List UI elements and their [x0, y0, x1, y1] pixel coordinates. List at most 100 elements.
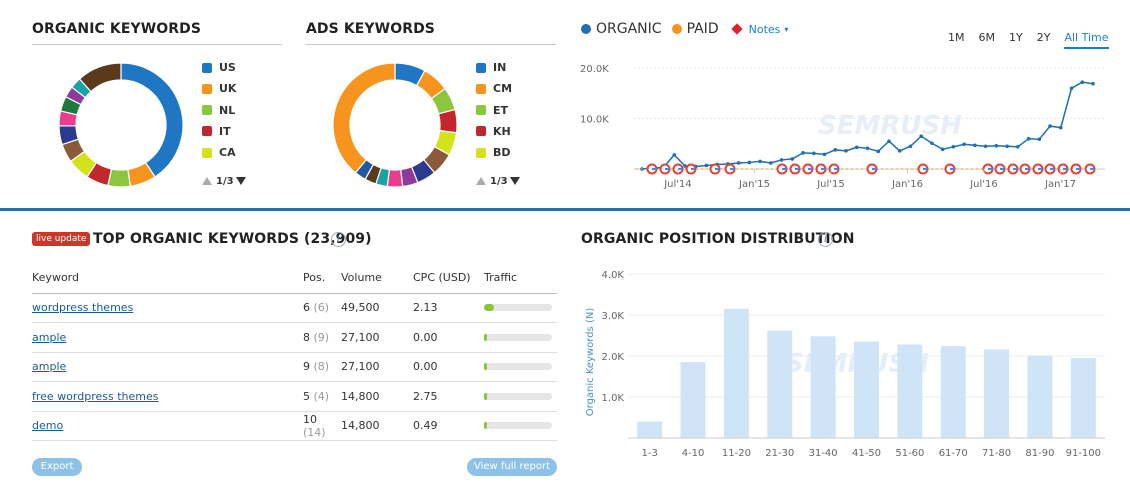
bar-31-40[interactable] [810, 336, 836, 438]
google-update-icon[interactable] [1070, 163, 1082, 175]
pager-up-icon[interactable] [476, 177, 486, 185]
col-pos[interactable]: Pos. [303, 263, 341, 294]
google-update-icon[interactable] [789, 163, 801, 175]
google-update-icon[interactable] [1032, 163, 1044, 175]
bar-71-80[interactable] [984, 349, 1010, 438]
watermark-logo: SEMRUSH [818, 111, 962, 141]
time-range-tabs: 1M 6M 1Y 2Y All Time [934, 26, 1109, 49]
bar-41-50[interactable] [854, 341, 879, 438]
bar-4-10[interactable] [680, 362, 706, 438]
legend-item-ca[interactable]: CA [202, 146, 236, 159]
view-full-report-button[interactable]: View full report [467, 458, 557, 476]
y-tick-label: 10.0K [580, 115, 609, 126]
bar-51-60[interactable] [897, 344, 923, 438]
google-update-icon[interactable] [828, 163, 840, 175]
google-update-icon[interactable] [776, 163, 788, 175]
pos-value: 10 [303, 412, 317, 426]
google-update-icon[interactable] [802, 163, 814, 175]
tab-6m[interactable]: 6M [978, 31, 996, 44]
keyword-link[interactable]: free wordpress themes [32, 389, 159, 403]
col-cpc[interactable]: CPC (USD) [413, 263, 484, 294]
col-keyword[interactable]: Keyword [32, 263, 303, 294]
col-volume[interactable]: Volume [341, 263, 413, 294]
google-update-icon[interactable] [1044, 163, 1056, 175]
prev-pos-value: (6) [313, 301, 330, 315]
legend-item-us[interactable]: US [202, 61, 236, 74]
google-update-icon[interactable] [646, 163, 658, 175]
organic-keywords-donut[interactable] [52, 56, 190, 194]
paid-legend-label[interactable]: PAID [686, 21, 719, 37]
tab-all-time[interactable]: All Time [1064, 31, 1109, 49]
keyword-link[interactable]: ample [32, 330, 67, 344]
legend-item-nl[interactable]: NL [202, 104, 235, 117]
legend-item-uk[interactable]: UK [202, 82, 236, 95]
google-update-icon[interactable] [1057, 163, 1069, 175]
bar-81-90[interactable] [1027, 355, 1053, 438]
organic-point [865, 146, 870, 151]
legend-label: IT [219, 124, 231, 138]
bar-21-30[interactable] [767, 330, 793, 438]
google-update-icon[interactable] [982, 163, 994, 175]
pager-up-icon[interactable] [202, 177, 212, 185]
y-tick-label: 1.0K [602, 393, 625, 404]
top-keywords-title: TOP ORGANIC KEYWORDS (23,909) [93, 231, 372, 247]
organic-point [951, 144, 956, 149]
cpc-cell: 2.75 [413, 381, 484, 412]
google-update-icon[interactable] [917, 163, 929, 175]
table-row: free wordpress themes 5 (4) 14,800 2.75 [32, 381, 557, 412]
tab-2y[interactable]: 2Y [1036, 31, 1051, 44]
pager-down-icon[interactable] [509, 177, 520, 185]
keyword-link[interactable]: demo [32, 419, 64, 433]
y-axis-label: Organic Keywords (N) [585, 308, 596, 417]
legend-item-kh[interactable]: KH [476, 125, 511, 138]
legend-item-it[interactable]: IT [202, 125, 231, 138]
pos-value: 9 [303, 360, 310, 374]
google-update-icon[interactable] [1007, 163, 1019, 175]
notes-dropdown[interactable]: Notes [748, 22, 781, 36]
info-icon[interactable]: i [331, 232, 346, 247]
google-update-icon[interactable] [866, 163, 878, 175]
bar-91-100[interactable] [1070, 358, 1096, 438]
bar-11-20[interactable] [723, 308, 749, 438]
ads-slice-kh[interactable] [437, 108, 458, 134]
x-tick-label: 61-70 [939, 448, 968, 459]
info-icon[interactable]: i [818, 232, 833, 247]
legend-label: NL [219, 103, 236, 117]
ads-slice-other-12[interactable] [332, 62, 396, 174]
google-update-icon[interactable] [724, 163, 736, 175]
col-traffic[interactable]: Traffic [484, 263, 557, 294]
organic-slice-us[interactable] [120, 62, 184, 178]
bar-61-70[interactable] [940, 346, 966, 438]
google-update-icon[interactable] [709, 163, 721, 175]
google-update-icon[interactable] [944, 163, 956, 175]
legend-item-cm[interactable]: CM [476, 82, 512, 95]
tab-1y[interactable]: 1Y [1009, 31, 1023, 44]
legend-item-et[interactable]: ET [476, 104, 508, 117]
google-update-icon[interactable] [685, 163, 697, 175]
google-update-icon[interactable] [1084, 163, 1096, 175]
legend-item-in[interactable]: IN [476, 61, 506, 74]
keyword-cell: demo [32, 411, 303, 441]
google-update-icon[interactable] [659, 163, 671, 175]
organic-legend-label[interactable]: ORGANIC [596, 21, 662, 37]
bar-1-3[interactable] [637, 421, 663, 438]
export-button[interactable]: Export [32, 458, 82, 476]
ads-keywords-title: ADS KEYWORDS [306, 21, 435, 37]
y-tick-label: 20.0K [580, 64, 609, 75]
prev-pos-value: (9) [313, 330, 330, 344]
google-update-icon[interactable] [1019, 163, 1031, 175]
trend-chart[interactable]: 20.0K 10.0K SEMRUSH Jul'14 Jan'15 Jul'15 Jan'1… [580, 54, 1110, 194]
organic-legend-pager[interactable]: 1/3 [202, 176, 246, 187]
google-update-icon[interactable] [994, 163, 1006, 175]
google-update-icon[interactable] [815, 163, 827, 175]
ads-keywords-donut[interactable] [326, 56, 464, 194]
pager-down-icon[interactable] [235, 177, 246, 185]
ads-legend-pager[interactable]: 1/3 [476, 176, 520, 187]
keyword-link[interactable]: ample [32, 360, 67, 374]
legend-label: IN [493, 61, 507, 74]
tab-1m[interactable]: 1M [948, 31, 965, 44]
legend-item-bd[interactable]: BD [476, 146, 511, 159]
organic-slice-other-11[interactable] [78, 62, 122, 93]
keyword-link[interactable]: wordpress themes [32, 301, 134, 315]
